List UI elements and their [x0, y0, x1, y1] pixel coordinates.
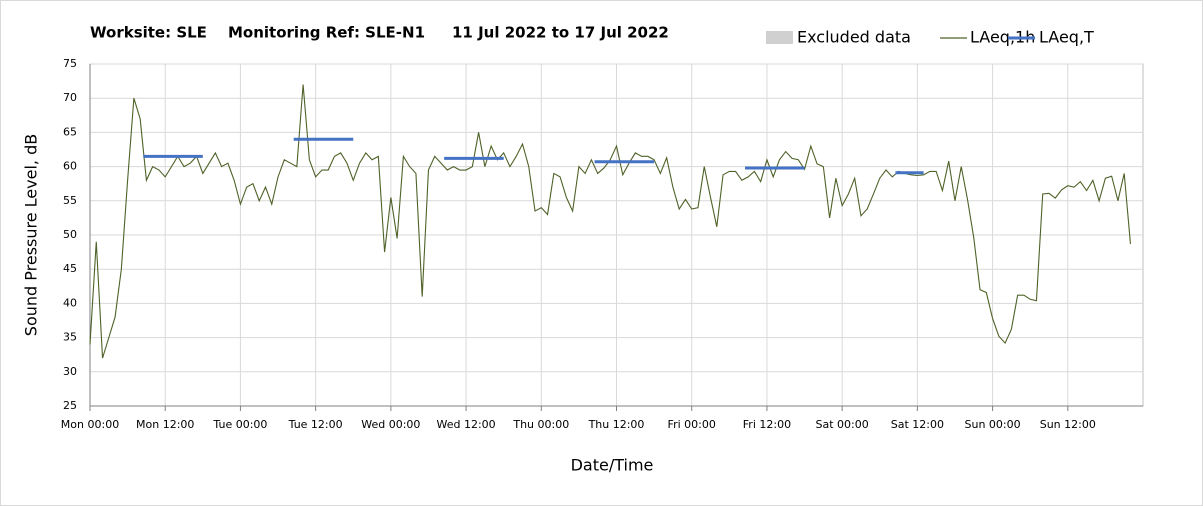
x-tick-label: Wed 00:00 — [361, 418, 420, 431]
y-tick-label: 60 — [63, 160, 77, 173]
x-tick-label: Fri 00:00 — [668, 418, 716, 431]
x-tick-label: Wed 12:00 — [436, 418, 495, 431]
x-tick-label: Sun 00:00 — [965, 418, 1021, 431]
x-axis-label: Date/Time — [571, 456, 654, 475]
x-tick-label: Tue 00:00 — [212, 418, 267, 431]
x-tick-label: Mon 00:00 — [61, 418, 119, 431]
x-tick-label: Fri 12:00 — [743, 418, 791, 431]
y-tick-label: 65 — [63, 125, 77, 138]
y-tick-label: 25 — [63, 399, 77, 412]
x-tick-label: Mon 12:00 — [136, 418, 194, 431]
series-line — [89, 84, 1132, 359]
x-tick-label: Tue 12:00 — [288, 418, 343, 431]
y-tick-label: 75 — [63, 57, 77, 70]
y-tick-label: 30 — [63, 365, 77, 378]
legend-label: Excluded data — [797, 28, 911, 47]
chart-title: 11 Jul 2022 to 17 Jul 2022 — [452, 24, 669, 42]
y-tick-label: 50 — [63, 228, 77, 241]
legend-label: LAeq,1h — [970, 28, 1035, 47]
chart-title: Monitoring Ref: SLE-N1 — [228, 24, 425, 42]
legend-swatch — [766, 31, 793, 44]
y-tick-label: 55 — [63, 194, 77, 207]
chart-title: Worksite: SLE — [90, 24, 207, 42]
x-tick-label: Thu 00:00 — [512, 418, 569, 431]
y-tick-label: 35 — [63, 331, 77, 344]
x-tick-label: Sun 12:00 — [1040, 418, 1096, 431]
y-tick-label: 70 — [63, 91, 77, 104]
y-tick-label: 40 — [63, 296, 77, 309]
legend-label: LAeq,T — [1039, 28, 1094, 47]
x-tick-label: Sat 00:00 — [816, 418, 869, 431]
y-tick-label: 45 — [63, 262, 77, 275]
x-tick-label: Thu 12:00 — [588, 418, 645, 431]
y-axis-label: Sound Pressure Level, dB — [22, 134, 41, 336]
x-tick-label: Sat 12:00 — [891, 418, 944, 431]
